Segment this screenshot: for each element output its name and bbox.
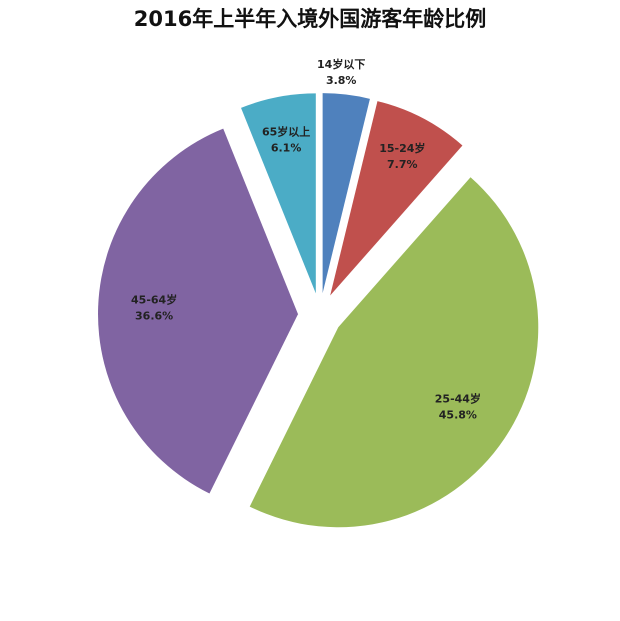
value-label: 45.8% xyxy=(439,408,477,421)
chart-title: 2016年上半年入境外国游客年龄比例 xyxy=(134,7,486,31)
slice-label: 14岁以下 xyxy=(317,57,365,71)
value-label: 3.8% xyxy=(326,74,357,87)
slice-label: 45-64岁 xyxy=(131,293,177,307)
pie-slice xyxy=(249,177,539,528)
slice-label: 25-44岁 xyxy=(435,391,481,405)
pie-slice xyxy=(330,101,463,296)
value-label: 7.7% xyxy=(387,158,418,171)
value-label: 36.6% xyxy=(135,310,173,323)
pie-slice xyxy=(322,93,370,294)
slice-label: 65岁以上 xyxy=(262,124,310,138)
pie-slice xyxy=(98,128,299,494)
value-label: 6.1% xyxy=(271,141,302,154)
slice-label: 15-24岁 xyxy=(379,141,425,155)
pie-slice xyxy=(241,93,316,294)
